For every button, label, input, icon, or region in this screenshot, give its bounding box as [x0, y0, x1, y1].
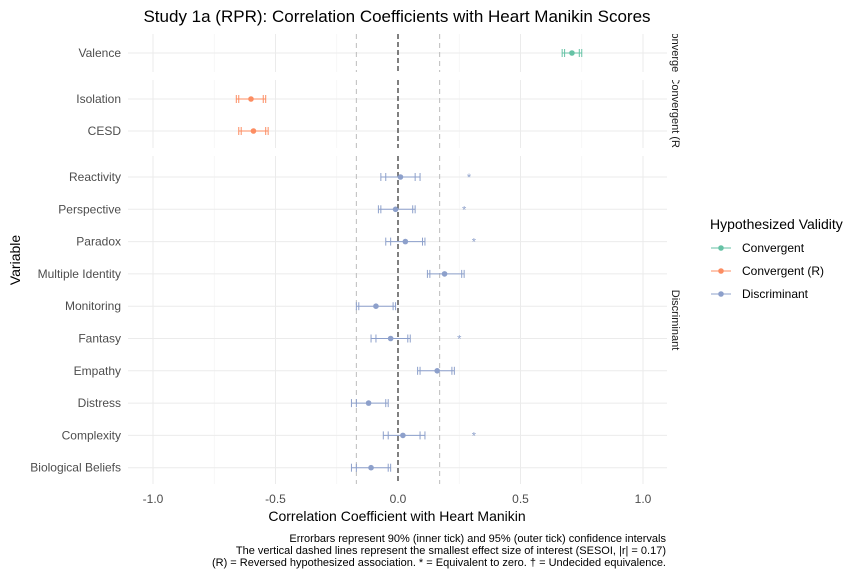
y-tick-label: Isolation — [76, 92, 121, 106]
caption-line: Errorbars represent 90% (inner tick) and… — [289, 533, 666, 545]
strip: Discriminant — [669, 290, 681, 351]
equivalence-marker: * — [467, 172, 472, 184]
legend: Hypothesized Validity Convergent Converge… — [710, 216, 843, 301]
y-tick-label: Complexity — [62, 428, 121, 442]
point-estimate — [368, 464, 374, 471]
legend-title: Hypothesized Validity — [710, 216, 843, 232]
y-tick-label: CESD — [88, 124, 122, 138]
x-tick-label: -1.0 — [143, 492, 164, 506]
x-tick-label: -0.5 — [265, 492, 286, 506]
point-estimate — [373, 303, 379, 310]
y-axis-title: Variable — [7, 235, 23, 286]
equivalence-marker: * — [472, 430, 477, 442]
y-tick-label: Biological Beliefs — [30, 461, 121, 475]
strip-label: Convergent (R) — [669, 76, 681, 151]
legend-key-point — [718, 268, 724, 274]
point-estimate — [250, 128, 257, 134]
point-estimate — [392, 206, 399, 213]
y-tick-label: Valence — [79, 46, 122, 60]
y-tick-label: Reactivity — [69, 170, 121, 184]
point-estimate — [397, 174, 404, 180]
y-tick-label: Fantasy — [78, 332, 121, 346]
legend-label: Convergent — [742, 241, 805, 255]
point-estimate — [387, 335, 394, 342]
x-tick-label: 0.5 — [512, 492, 529, 506]
caption-line: (R) = Reversed hypothesized association.… — [212, 557, 666, 569]
equivalence-marker: * — [472, 237, 477, 249]
equivalence-marker: * — [462, 204, 467, 216]
panel-convergent-r-: Isolation CESD Convergent (R) — [76, 76, 681, 151]
y-tick-label: Multiple Identity — [38, 267, 121, 281]
x-tick-label: 0.0 — [390, 492, 407, 506]
legend-label: Convergent (R) — [742, 264, 824, 278]
strip-label: Convergent — [669, 25, 681, 82]
chart-title: Study 1a (RPR): Correlation Coefficients… — [143, 7, 650, 26]
y-tick-label: Monitoring — [65, 299, 121, 313]
panel-convergent: Valence Convergent — [79, 25, 681, 82]
y-tick-label: Paradox — [76, 235, 121, 249]
legend-key-point — [718, 291, 724, 297]
strip: Convergent — [669, 25, 681, 82]
caption: Errorbars represent 90% (inner tick) and… — [212, 533, 667, 569]
equivalence-marker: * — [457, 334, 462, 346]
point-estimate — [434, 368, 441, 374]
point-estimate — [441, 271, 448, 277]
strip: Convergent (R) — [669, 76, 681, 151]
point-estimate — [569, 50, 575, 56]
y-tick-label: Perspective — [58, 202, 121, 216]
point-estimate — [365, 400, 372, 406]
strip-label: Discriminant — [669, 290, 681, 351]
y-tick-label: Empathy — [74, 364, 121, 378]
x-axis: -1.0 -0.5 0.0 0.5 1.0 — [143, 492, 652, 506]
point-estimate — [400, 432, 406, 439]
point-estimate — [402, 238, 409, 245]
plot-panels: Valence Convergent Isolation CESD Convergent… — [30, 25, 681, 484]
y-tick-label: Distress — [78, 396, 121, 410]
legend-key-point — [718, 245, 724, 251]
caption-line: The vertical dashed lines represent the … — [236, 545, 666, 557]
x-tick-label: 1.0 — [635, 492, 652, 506]
legend-label: Discriminant — [742, 287, 809, 301]
panel-discriminant: Reactivity * Perspective * Paradox * Multiple … — [30, 156, 681, 484]
point-estimate — [248, 96, 254, 102]
x-axis-title: Correlation Coefficient with Heart Manik… — [268, 508, 525, 524]
